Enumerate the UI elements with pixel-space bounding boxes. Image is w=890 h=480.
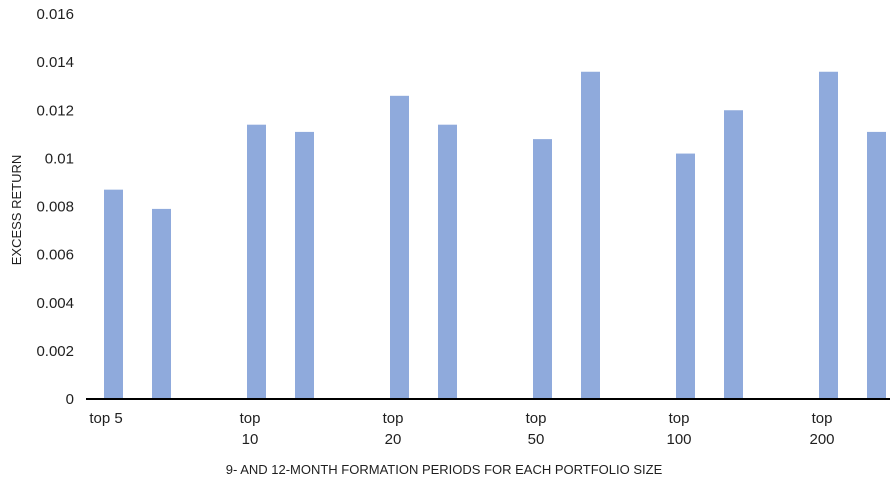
x-tick-label-line: top xyxy=(383,410,404,427)
x-axis-tick-labels: top 5 top 10 top 20 top 50 top 100 top 200 xyxy=(89,410,834,448)
bar xyxy=(390,95,409,399)
x-tick-label-line: 100 xyxy=(666,431,691,448)
bar xyxy=(581,71,600,399)
y-tick-label: 0.004 xyxy=(36,295,74,312)
bar xyxy=(819,71,838,399)
x-tick-label-line: 200 xyxy=(809,431,834,448)
bar xyxy=(295,131,314,399)
x-tick-label: top 200 xyxy=(809,410,834,448)
x-tick-label-line: top 5 xyxy=(89,410,122,427)
x-tick-label-line: 20 xyxy=(385,431,402,448)
bar xyxy=(676,153,695,399)
x-tick-label-line: top xyxy=(669,410,690,427)
bar xyxy=(724,110,743,399)
bar xyxy=(438,124,457,399)
x-tick-label: top 20 xyxy=(383,410,404,448)
y-tick-label: 0.016 xyxy=(36,6,74,23)
bar xyxy=(867,131,886,399)
x-tick-label-line: 10 xyxy=(242,431,259,448)
bar xyxy=(533,139,552,399)
y-axis-title: EXCESS RETURN xyxy=(9,155,24,266)
x-tick-label: top 5 xyxy=(89,410,122,427)
y-axis-ticks: 0 0.002 0.004 0.006 0.008 0.01 0.012 0.014 0.016 xyxy=(36,6,74,408)
x-tick-label: top 100 xyxy=(666,410,691,448)
y-tick-label: 0.014 xyxy=(36,54,74,71)
y-tick-label: 0.008 xyxy=(36,199,74,216)
x-tick-label-line: 50 xyxy=(528,431,545,448)
y-tick-label: 0.006 xyxy=(36,247,74,264)
bar xyxy=(247,124,266,399)
x-tick-label-line: top xyxy=(240,410,261,427)
y-tick-label: 0.01 xyxy=(45,150,74,167)
x-tick-label: top 10 xyxy=(240,410,261,448)
y-tick-label: 0.012 xyxy=(36,102,74,119)
x-tick-label: top 50 xyxy=(526,410,547,448)
bar xyxy=(104,189,123,399)
y-tick-label: 0 xyxy=(66,391,74,408)
y-tick-label: 0.002 xyxy=(36,343,74,360)
bars xyxy=(104,71,886,399)
x-axis-title: 9- AND 12-MONTH FORMATION PERIODS FOR EA… xyxy=(226,462,663,477)
x-tick-label-line: top xyxy=(812,410,833,427)
bar xyxy=(152,208,171,399)
x-tick-label-line: top xyxy=(526,410,547,427)
